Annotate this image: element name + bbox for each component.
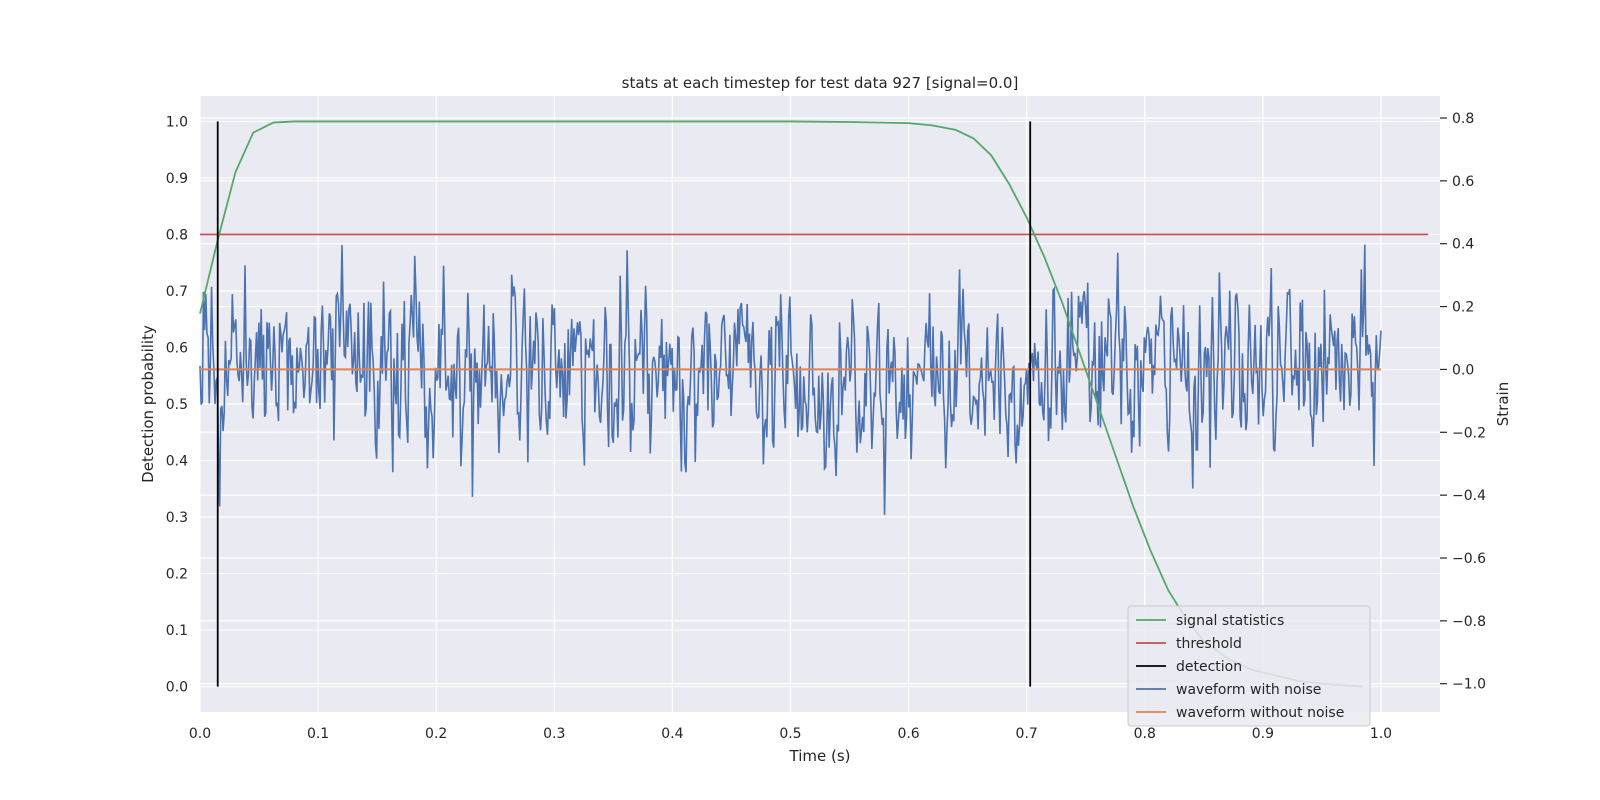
x-tick-label: 0.6 [897,726,919,742]
legend-label: detection [1176,659,1242,675]
legend-frame [1127,605,1371,727]
y-right-tick-label: 0.4 [1452,237,1474,253]
y-left-tick-label: 0.0 [166,680,188,696]
x-tick-label: 0.9 [1252,726,1274,742]
y-right-tick-label: −0.6 [1452,551,1486,567]
y-right-tick-label: −1.0 [1452,677,1486,693]
y-left-tick-label: 0.5 [166,397,188,413]
legend-label: waveform without noise [1176,705,1344,721]
series-layer [199,120,1429,688]
legend-label: waveform with noise [1176,682,1321,698]
y-left-tick-label: 0.4 [166,454,188,470]
x-tick-label: 0.3 [543,726,565,742]
y-right-tick-label: −0.2 [1452,425,1486,441]
x-tick-label: 1.0 [1370,726,1392,742]
x-tick-label: 0.5 [779,726,801,742]
chart-title: stats at each timestep for test data 927… [622,74,1019,92]
legend: signal statistics threshold detection wavef… [1127,605,1371,727]
y-right-tick-label: −0.8 [1452,614,1486,630]
y-axis-left-label: Detection probability [139,325,157,483]
y-right-tick-label: 0.0 [1452,362,1474,378]
legend-label: signal statistics [1176,613,1284,629]
x-axis-label: Time (s) [789,747,851,765]
y-right-tick-label: 0.8 [1452,111,1474,127]
legend-label: threshold [1176,636,1242,652]
y-right-tick-label: 0.6 [1452,174,1474,190]
y-axis-right-label: Strain [1494,382,1512,426]
x-tick-label: 0.7 [1016,726,1038,742]
y-left-tick-label: 0.8 [166,227,188,243]
y-right-tick-label: −0.4 [1452,488,1486,504]
y-left-tick-label: 0.7 [166,284,188,300]
x-tick-label: 0.1 [307,726,329,742]
y-right-tick-label: 0.2 [1452,300,1474,316]
x-tick-label: 0.8 [1134,726,1156,742]
x-tick-label: 0.0 [189,726,211,742]
x-tick-label: 0.4 [661,726,683,742]
axes-layer: 0.0 0.1 0.2 0.3 0.4 0.5 0.6 0.7 0.8 0.9 1.0 0.0 0.1 0… [166,111,1486,742]
y-left-tick-label: 0.1 [166,623,188,639]
y-left-tick-label: 1.0 [166,114,188,130]
y-left-tick-label: 0.9 [166,171,188,187]
y-left-tick-label: 0.2 [166,567,188,583]
y-left-tick-label: 0.3 [166,510,188,526]
x-tick-label: 0.2 [425,726,447,742]
y-left-tick-label: 0.6 [166,340,188,356]
